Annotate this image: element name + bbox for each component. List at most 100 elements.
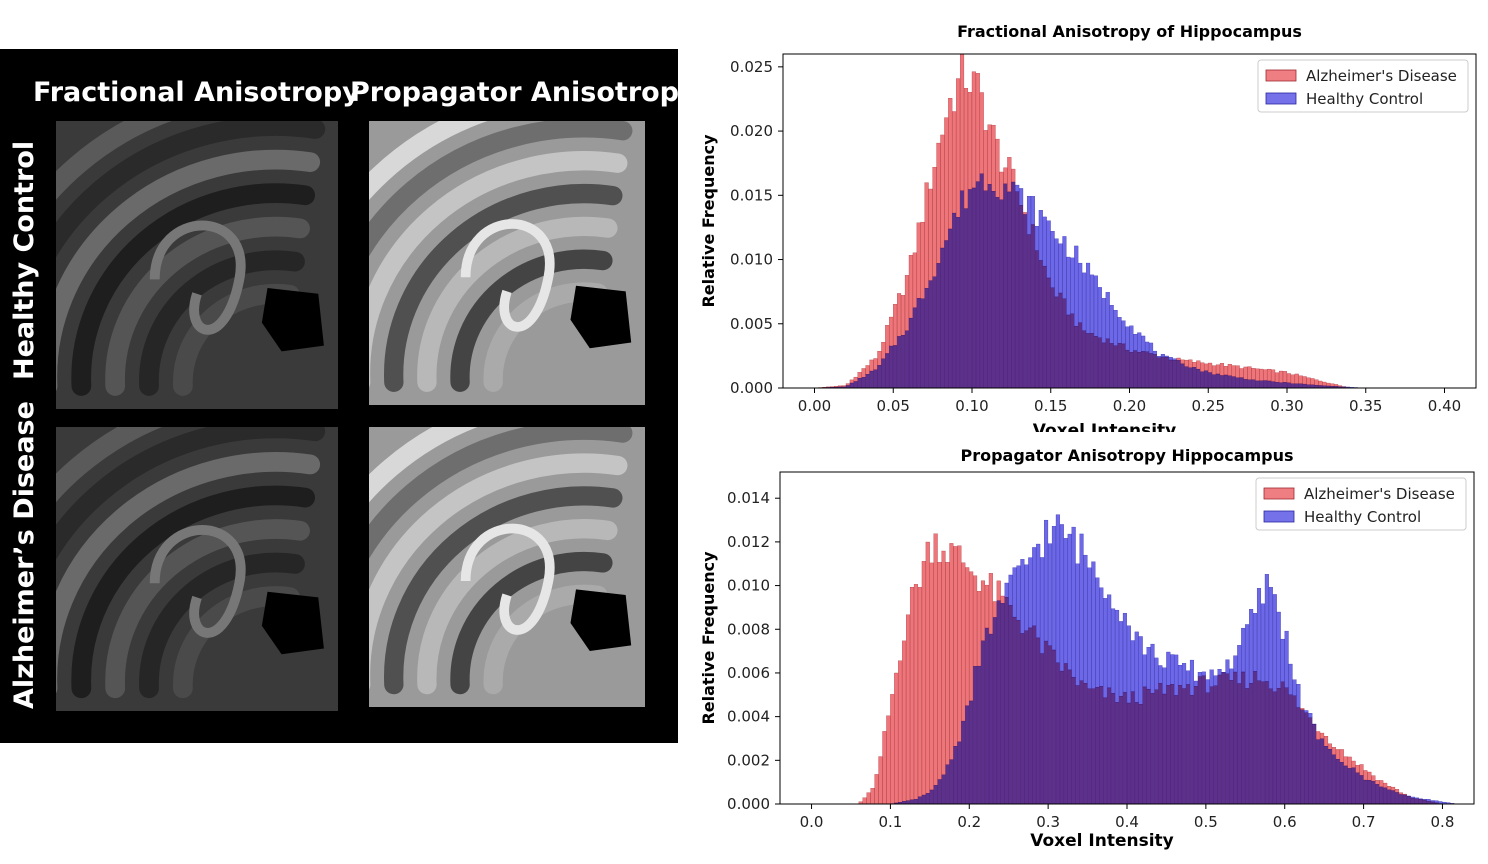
bar-alzheimers bbox=[862, 797, 867, 805]
bar-healthy bbox=[1241, 627, 1246, 673]
x-tick-label: 0.20 bbox=[1113, 397, 1146, 415]
bar-overlap bbox=[1028, 627, 1033, 805]
bar-healthy bbox=[1107, 594, 1112, 689]
bar-overlap bbox=[945, 764, 950, 805]
mri-texture bbox=[56, 121, 338, 409]
bar-alzheimers bbox=[898, 660, 903, 803]
x-tick-label: 0.8 bbox=[1431, 813, 1455, 831]
y-tick-label: 0.015 bbox=[730, 186, 773, 204]
bar-alzheimers bbox=[1343, 756, 1348, 767]
bar-healthy bbox=[1059, 524, 1064, 672]
bar-overlap bbox=[1263, 380, 1268, 389]
y-tick-label: 0.000 bbox=[727, 795, 770, 813]
bar-alzheimers bbox=[1334, 384, 1339, 387]
bar-overlap bbox=[1294, 383, 1299, 389]
bar-overlap bbox=[865, 374, 870, 389]
bar-healthy bbox=[1113, 310, 1118, 346]
bar-overlap bbox=[1286, 382, 1291, 389]
bar-overlap bbox=[1040, 653, 1045, 805]
bar-overlap bbox=[1011, 181, 1016, 389]
bar-overlap bbox=[1256, 680, 1262, 805]
bar-overlap bbox=[1055, 662, 1060, 805]
bar-overlap bbox=[1067, 669, 1072, 805]
bar-healthy bbox=[1032, 547, 1037, 627]
bar-alzheimers bbox=[1247, 366, 1252, 381]
bar-alzheimers bbox=[1223, 366, 1228, 376]
bar-alzheimers bbox=[849, 379, 854, 384]
bar-healthy bbox=[1038, 210, 1043, 261]
bar-alzheimers bbox=[1200, 362, 1205, 372]
bar-overlap bbox=[936, 263, 941, 389]
bar-alzheimers bbox=[957, 545, 962, 743]
bar-overlap bbox=[1170, 684, 1175, 805]
bar-healthy bbox=[1178, 665, 1183, 686]
bar-healthy bbox=[1213, 675, 1218, 686]
bar-overlap bbox=[1237, 683, 1242, 805]
mri-texture bbox=[369, 121, 645, 405]
bar-overlap bbox=[1320, 738, 1325, 805]
bar-overlap bbox=[1174, 695, 1179, 805]
bar-overlap bbox=[1272, 691, 1277, 805]
bar-alzheimers bbox=[969, 571, 974, 702]
bar-healthy bbox=[1083, 554, 1088, 684]
bar-overlap bbox=[853, 381, 858, 389]
bar-alzheimers bbox=[1023, 212, 1028, 215]
bar-overlap bbox=[904, 330, 909, 389]
bar-overlap bbox=[1166, 685, 1171, 805]
bar-alzheimers bbox=[1318, 380, 1323, 386]
bar-healthy bbox=[1074, 245, 1079, 327]
x-tick-label: 0.35 bbox=[1349, 397, 1382, 415]
bar-overlap bbox=[1312, 724, 1317, 805]
bar-overlap bbox=[1172, 360, 1177, 389]
bar-overlap bbox=[1129, 352, 1134, 389]
bar-alzheimers bbox=[1394, 789, 1400, 793]
bar-overlap bbox=[1145, 351, 1150, 389]
bar-alzheimers bbox=[1267, 368, 1272, 382]
bar-healthy bbox=[1078, 262, 1083, 323]
bar-healthy bbox=[1253, 613, 1258, 672]
bar-overlap bbox=[869, 370, 874, 389]
bar-healthy bbox=[1154, 657, 1159, 690]
bar-overlap bbox=[1213, 685, 1218, 805]
bar-healthy bbox=[1047, 543, 1053, 646]
y-tick-label: 0.002 bbox=[727, 751, 770, 769]
bar-healthy bbox=[1182, 663, 1187, 689]
bar-healthy bbox=[1115, 609, 1120, 703]
fa-histogram-chart: Fractional Anisotropy of Hippocampus 0.00… bbox=[690, 0, 1488, 432]
x-tick-label: 0.4 bbox=[1115, 813, 1139, 831]
bar-overlap bbox=[1188, 367, 1193, 389]
bar-alzheimers bbox=[1231, 365, 1236, 377]
bar-healthy bbox=[1004, 582, 1009, 598]
bar-overlap bbox=[1099, 686, 1104, 805]
bar-overlap bbox=[1142, 686, 1147, 805]
bars-group bbox=[814, 54, 1366, 389]
bar-alzheimers bbox=[874, 774, 879, 805]
bar-overlap bbox=[913, 799, 918, 805]
bar-overlap bbox=[849, 382, 854, 389]
bar-healthy bbox=[1142, 654, 1147, 688]
bar-alzheimers bbox=[1255, 368, 1260, 382]
bar-overlap bbox=[963, 208, 969, 389]
bar-overlap bbox=[1134, 702, 1139, 805]
bar-overlap bbox=[1020, 633, 1025, 805]
bar-alzheimers bbox=[965, 567, 970, 706]
bar-overlap bbox=[1032, 625, 1037, 805]
bar-healthy bbox=[1071, 526, 1076, 678]
bar-alzheimers bbox=[929, 562, 934, 791]
bar-healthy bbox=[1062, 236, 1067, 299]
bar-overlap bbox=[1059, 670, 1064, 805]
bar-alzheimers bbox=[908, 255, 913, 319]
bar-healthy bbox=[1174, 654, 1179, 696]
legend-swatch-alzheimers bbox=[1263, 487, 1295, 500]
bar-overlap bbox=[1103, 697, 1108, 805]
bar-healthy bbox=[1137, 332, 1142, 353]
bar-overlap bbox=[1036, 637, 1041, 805]
chart-title: Fractional Anisotropy of Hippocampus bbox=[957, 22, 1302, 41]
bar-healthy bbox=[1046, 220, 1051, 279]
bar-healthy bbox=[1075, 563, 1080, 686]
bar-healthy bbox=[1111, 608, 1116, 694]
x-tick-label: 0.00 bbox=[798, 397, 831, 415]
bar-healthy bbox=[1089, 274, 1095, 334]
bar-overlap bbox=[1290, 383, 1295, 389]
bar-alzheimers bbox=[1335, 749, 1340, 760]
